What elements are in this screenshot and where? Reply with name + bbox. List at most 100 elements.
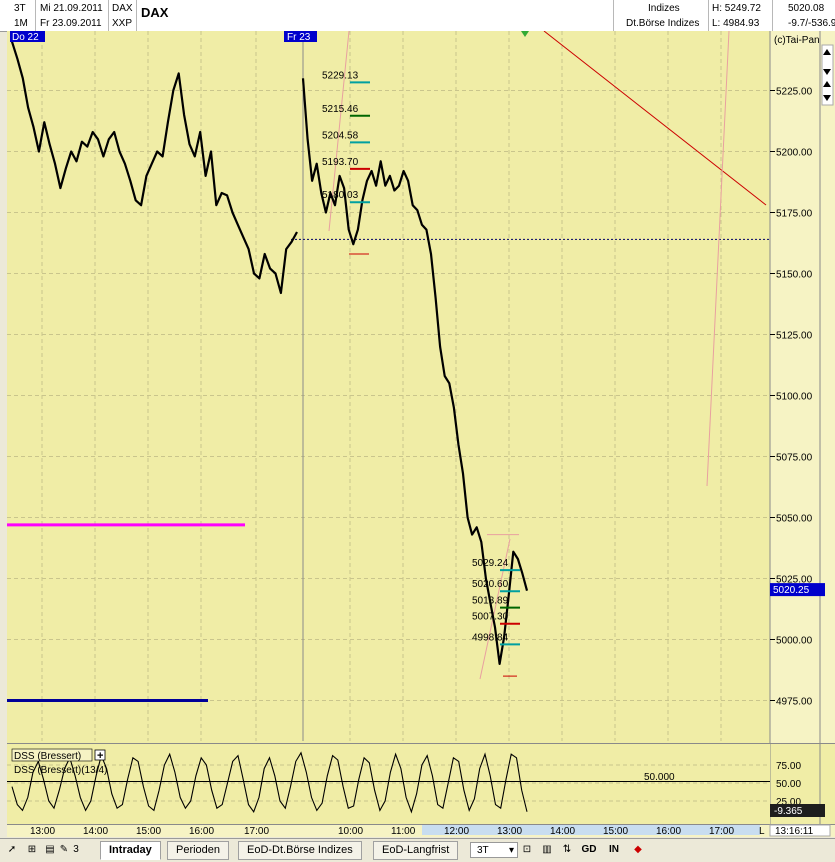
chart-header: 3T Mi 21.09.2011 DAX DAX Indizes H: 5249… (0, 0, 835, 32)
calendar-icon[interactable]: ▤ (45, 844, 55, 855)
price-axis: 5225.00 5200.00 5175.00 5150.00 5125.00 5100.… (769, 31, 835, 837)
day-marker-background (10, 31, 45, 42)
y-tick-label: 5050.00 (776, 514, 813, 525)
in-button[interactable]: IN (609, 844, 619, 855)
scroll-up-icon[interactable] (823, 49, 831, 55)
signal-marker-icon (521, 31, 529, 37)
time-tick-label: 13:00 (497, 826, 522, 837)
time-tick-label: 16:00 (189, 826, 214, 837)
indicator-badge-label: -9.365 (774, 806, 803, 817)
start-date: Mi 21.09.2011 (40, 3, 103, 14)
y-tick-label: 5125.00 (776, 331, 813, 342)
change-value: -9.7/-536.9 (788, 18, 835, 29)
time-tick-label: 17:00 (709, 826, 734, 837)
annotation-label: 5020.60 (472, 579, 509, 590)
exchange-code: XXP (112, 18, 133, 29)
fib-annotations: 5229.13 5215.46 5204.58 5193.70 5180.03 5029.… (322, 70, 520, 677)
indicator-level-label: 50.000 (644, 772, 675, 783)
indicator-tick-label: 50.00 (776, 779, 801, 790)
range-label: 1M (14, 18, 28, 29)
tab-bar: ➚ ⊞ ▤ ✎ 3 Intraday Perioden EoD-Dt.Börse… (0, 838, 835, 862)
annotation-label: 5193.70 (322, 157, 359, 168)
day-marker-label: Do 22 (12, 32, 39, 43)
header-divider (708, 0, 709, 31)
grid-tool-icon[interactable]: ⊞ (27, 844, 37, 855)
price-badge-label: 5020.25 (773, 585, 810, 596)
y-tick-label: 5200.00 (776, 148, 813, 159)
plus-icon[interactable]: + (97, 750, 103, 762)
candle-icon[interactable]: ⊡ (522, 844, 532, 855)
day-marker-right: Fr 23 (284, 31, 317, 43)
signal-icon[interactable]: ◆ (634, 844, 642, 855)
zoom-down-icon[interactable] (823, 95, 831, 101)
interval-select[interactable]: 3T ▾ (470, 842, 518, 858)
reference-levels (7, 238, 770, 702)
clock-label: 13:16:11 (775, 826, 814, 837)
time-tick-label: 15:00 (603, 826, 628, 837)
day-marker-left: Do 22 (10, 31, 45, 43)
header-divider (772, 0, 773, 31)
low-value: L: 4984.93 (712, 18, 760, 29)
chart-area[interactable]: 5229.13 5215.46 5204.58 5193.70 5180.03 5029.… (7, 30, 835, 837)
annotation-label: 5029.24 (472, 558, 509, 569)
y-tick-label: 5025.00 (776, 575, 813, 586)
scroll-down-icon[interactable] (823, 69, 831, 75)
header-divider (136, 0, 137, 31)
day-marker-label: Fr 23 (287, 32, 311, 43)
symbol-name: DAX (141, 5, 169, 20)
scroll-track[interactable] (821, 44, 834, 106)
indicator-tick-label: 25.00 (776, 797, 801, 808)
header-divider (35, 0, 36, 31)
time-tick-label: 11:00 (391, 826, 416, 837)
time-tick-label: 12:00 (444, 826, 469, 837)
indicator-badge-background (770, 804, 825, 817)
header-divider (613, 0, 614, 31)
annotation-label: 5007.30 (472, 612, 509, 623)
indicator-title-box[interactable] (11, 748, 93, 762)
pitchfork-line[interactable] (479, 538, 511, 680)
tab-eod-langfrist[interactable]: EoD-Langfrist (373, 841, 459, 860)
time-end-label: L (759, 826, 765, 837)
time-tick-label: 13:00 (30, 826, 55, 837)
tab-eod-boerse[interactable]: EoD-Dt.Börse Indizes (238, 841, 362, 860)
tab-perioden[interactable]: Perioden (167, 841, 230, 860)
copyright-label: (c)Tai-Pan (774, 35, 820, 46)
high-value: H: 5249.72 (712, 3, 761, 14)
gd-button[interactable]: GD (581, 844, 597, 855)
time-scroll-thumb[interactable] (422, 825, 760, 835)
price-line (10, 41, 529, 665)
y-tick-label: 4975.00 (776, 697, 813, 708)
annotation-label: 5180.03 (322, 190, 359, 201)
zoom-up-icon[interactable] (823, 81, 831, 87)
bars-icon[interactable]: ▥ (542, 844, 552, 855)
chart-background (7, 31, 835, 837)
scroll-arrows[interactable] (821, 44, 834, 106)
pitchfork-line[interactable] (706, 30, 730, 487)
time-ticks: 13:00 14:00 15:00 16:00 17:00 10:00 11:00 12:00… (30, 826, 734, 837)
time-tick-label: 14:00 (83, 826, 108, 837)
grid (7, 31, 770, 741)
header-divider (108, 0, 109, 31)
indicator-panel[interactable]: 50.000 DSS (Bressert) + DSS (Bressert)(1… (7, 743, 835, 825)
y-tick-label: 5150.00 (776, 270, 813, 281)
indicator-line (11, 751, 528, 814)
compare-icon[interactable]: ⇅ (562, 844, 572, 855)
annotation-label: 4998.84 (472, 632, 509, 643)
time-axis[interactable]: 13:00 14:00 15:00 16:00 17:00 10:00 11:00 12:00… (7, 824, 835, 837)
clock-box (769, 824, 831, 837)
downtrend-line[interactable] (543, 30, 767, 206)
y-tick-label: 5175.00 (776, 209, 813, 220)
price-chart[interactable]: 5229.13 5215.46 5204.58 5193.70 5180.03 5029.… (7, 30, 835, 837)
tab-intraday[interactable]: Intraday (100, 841, 161, 860)
time-tick-label: 17:00 (244, 826, 269, 837)
pen-tool-icon[interactable]: ✎ (59, 844, 69, 855)
indicator-title[interactable]: DSS (Bressert) (14, 751, 81, 762)
y-tick-label: 5100.00 (776, 392, 813, 403)
interval-label: 3T (14, 3, 26, 14)
cursor-tool-icon[interactable]: ➚ (7, 844, 17, 855)
y-tick-label: 5225.00 (776, 87, 813, 98)
y-tick-label: 5000.00 (776, 636, 813, 647)
annotation-label: 5204.58 (322, 130, 359, 141)
indicator-tick-label: 75.00 (776, 761, 801, 772)
add-indicator-icon[interactable] (94, 749, 106, 761)
